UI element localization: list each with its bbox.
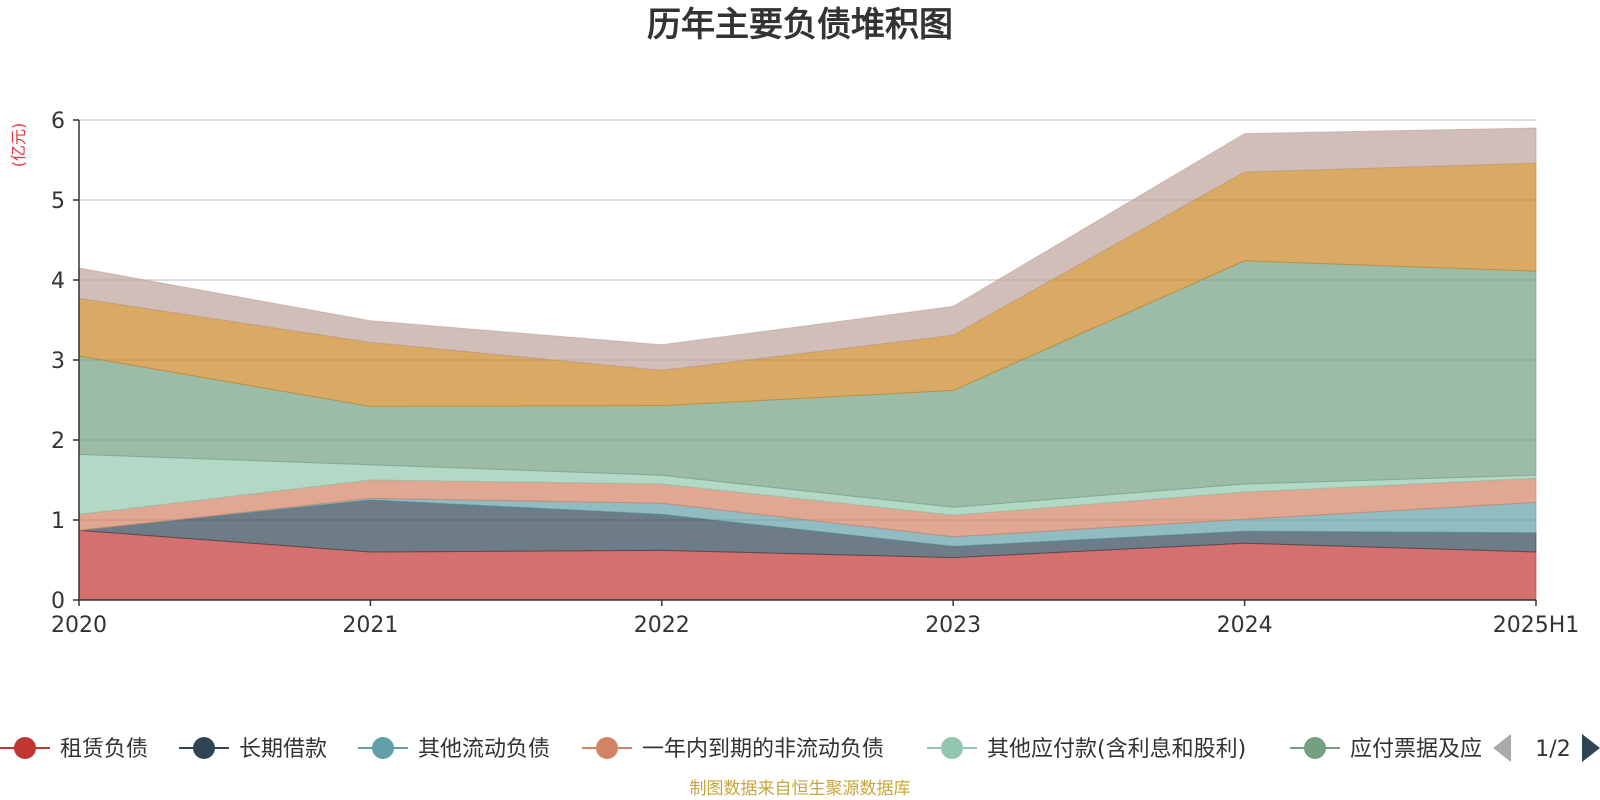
legend-item-2[interactable]: 长期借款 — [179, 737, 327, 762]
triangle-left-icon[interactable] — [1493, 734, 1511, 762]
data-source-note: 制图数据来自恒生聚源数据库 — [690, 779, 911, 799]
x-tick-label: 2022 — [634, 613, 690, 638]
area-series — [78, 127, 1537, 601]
legend-page-indicator: 1/2 — [1535, 737, 1570, 762]
x-tick-label: 2021 — [342, 613, 398, 638]
legend-item-3[interactable]: 其他流动负债 — [358, 737, 550, 762]
triangle-right-icon[interactable] — [1582, 734, 1600, 762]
legend-item-5[interactable]: 其他应付款(含利息和股利) — [927, 737, 1246, 762]
y-tick-label: 1 — [51, 509, 65, 534]
legend-label: 其他流动负债 — [418, 737, 550, 762]
y-axis-unit: (亿元) — [9, 123, 28, 168]
legend-label: 长期借款 — [239, 737, 327, 762]
legend-label: 应付票据及应 — [1350, 737, 1482, 762]
y-tick-label: 2 — [51, 429, 65, 454]
legend-circle-icon — [372, 737, 394, 759]
area-series-8 — [78, 127, 1537, 371]
x-tick-labels: 2020 2021 2022 2023 2024 2025H1 — [51, 600, 1579, 638]
legend-pager: 1/2 — [1493, 734, 1600, 762]
x-tick-label: 2024 — [1217, 613, 1273, 638]
legend-circle-icon — [14, 737, 36, 759]
legend-label: 一年内到期的非流动负债 — [642, 737, 884, 762]
y-tick-label: 6 — [51, 109, 65, 134]
legend-circle-icon — [596, 737, 618, 759]
chart-title: 历年主要负债堆积图 — [647, 5, 953, 45]
legend: 租赁负债 长期借款 其他流动负债 一年内到期的非流动负债 其他应付款(含利息和股利) 应付… — [0, 737, 1482, 762]
legend-label: 其他应付款(含利息和股利) — [987, 737, 1246, 762]
legend-label: 租赁负债 — [60, 737, 148, 762]
y-tick-label: 4 — [51, 269, 65, 294]
legend-item-4[interactable]: 一年内到期的非流动负债 — [582, 737, 884, 762]
legend-circle-icon — [193, 737, 215, 759]
x-tick-label: 2025H1 — [1493, 613, 1580, 638]
legend-item-1[interactable]: 租赁负债 — [0, 737, 148, 762]
y-tick-label: 5 — [51, 189, 65, 214]
y-tick-label: 3 — [51, 349, 65, 374]
y-tick-label: 0 — [51, 589, 65, 614]
legend-circle-icon — [941, 737, 963, 759]
legend-item-6[interactable]: 应付票据及应 — [1290, 737, 1482, 762]
legend-circle-icon — [1304, 737, 1326, 759]
x-tick-label: 2023 — [925, 613, 981, 638]
x-tick-label: 2020 — [51, 613, 107, 638]
y-tick-labels: 0 1 2 3 4 5 6 — [51, 109, 79, 614]
